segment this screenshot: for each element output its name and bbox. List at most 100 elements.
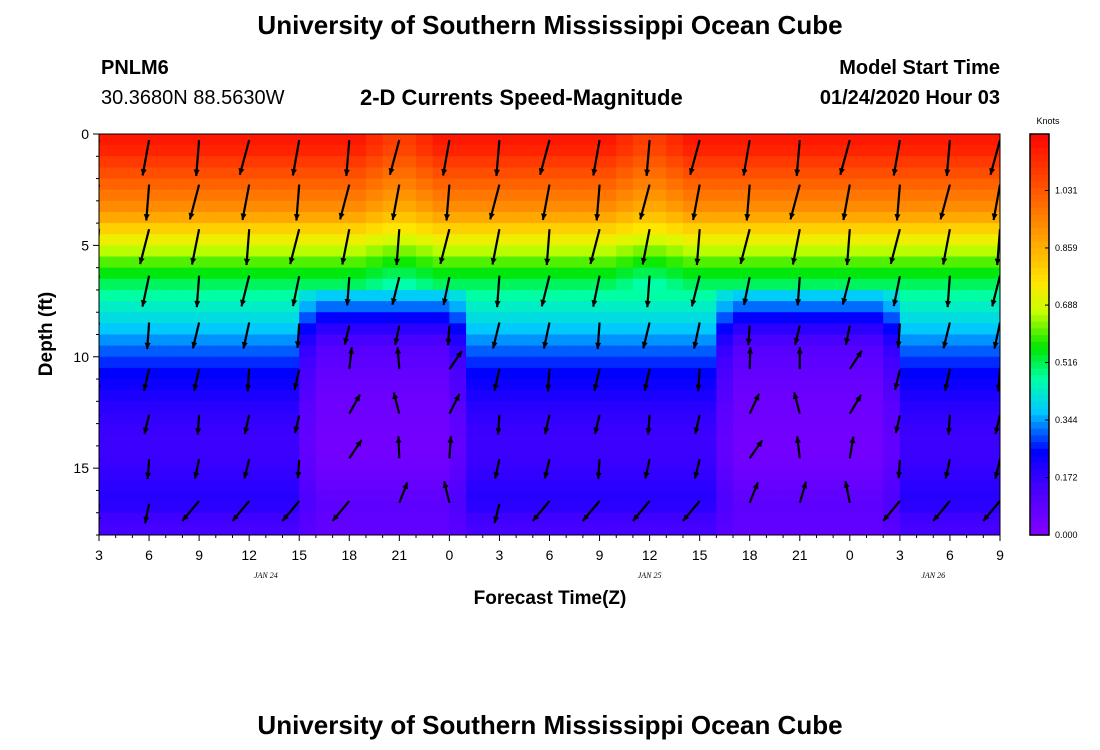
heatmap-cell bbox=[966, 457, 984, 469]
heatmap-cell bbox=[582, 156, 601, 169]
heatmap-cell bbox=[466, 479, 484, 492]
current-vector-arrow bbox=[990, 275, 1000, 307]
heatmap-cell bbox=[582, 501, 601, 514]
current-vector-arrow bbox=[544, 229, 551, 266]
heatmap-cell bbox=[449, 200, 467, 213]
heatmap-cell bbox=[199, 223, 217, 235]
heatmap-cell bbox=[399, 289, 417, 302]
heatmap-cell bbox=[282, 134, 300, 146]
heatmap-cell bbox=[582, 356, 601, 369]
heatmap-cell bbox=[432, 445, 450, 458]
heatmap-cell bbox=[549, 345, 567, 358]
x-tick-label: 9 bbox=[596, 547, 604, 563]
heatmap-cell bbox=[866, 367, 884, 380]
current-vector-arrow bbox=[391, 276, 401, 306]
heatmap-cell bbox=[849, 345, 868, 358]
current-vector-arrow bbox=[395, 347, 402, 370]
heatmap-cell bbox=[666, 245, 684, 258]
heatmap-cell bbox=[149, 223, 167, 235]
heatmap-cell bbox=[332, 145, 350, 157]
current-vector-arrow bbox=[142, 368, 151, 392]
heatmap-cell bbox=[816, 167, 834, 180]
heatmap-cell bbox=[516, 256, 534, 269]
current-vector-arrow bbox=[542, 322, 551, 349]
heatmap-cell bbox=[149, 390, 167, 402]
heatmap-cell bbox=[916, 323, 934, 336]
heatmap-cell bbox=[399, 468, 417, 480]
heatmap-cell bbox=[733, 379, 751, 391]
heatmap-cell bbox=[265, 490, 284, 503]
heatmap-cell bbox=[616, 490, 634, 503]
heatmap-cell bbox=[115, 256, 133, 269]
heatmap-cell bbox=[899, 345, 918, 358]
heatmap-cell bbox=[933, 245, 951, 258]
heatmap-cell bbox=[549, 490, 567, 503]
heatmap-cell bbox=[199, 145, 217, 157]
heatmap-cell bbox=[582, 479, 601, 492]
heatmap-cell bbox=[799, 156, 818, 169]
heatmap-cell bbox=[799, 434, 818, 447]
heatmap-cell bbox=[582, 223, 601, 235]
heatmap-cell bbox=[833, 134, 851, 146]
current-vector-arrow bbox=[143, 184, 151, 221]
current-vector-arrow bbox=[994, 414, 1000, 435]
heatmap-cell bbox=[632, 134, 651, 146]
heatmap-cell bbox=[249, 245, 267, 258]
heatmap-cell bbox=[699, 167, 717, 180]
heatmap-cell bbox=[99, 379, 117, 391]
heatmap-cell bbox=[99, 345, 117, 358]
heatmap-cell bbox=[215, 323, 234, 336]
heatmap-cell bbox=[549, 223, 567, 235]
heatmap-cell bbox=[365, 490, 384, 503]
heatmap-cell bbox=[866, 200, 884, 213]
heatmap-cell bbox=[332, 156, 350, 169]
heatmap-cell bbox=[332, 245, 350, 258]
heatmap-cell bbox=[766, 345, 784, 358]
heatmap-cell bbox=[649, 189, 667, 202]
heatmap-cell bbox=[766, 367, 784, 380]
heatmap-cell bbox=[365, 468, 384, 480]
heatmap-cell bbox=[99, 490, 117, 503]
heatmap-cell bbox=[132, 468, 150, 480]
heatmap-cell bbox=[482, 401, 501, 414]
heatmap-cell bbox=[699, 211, 717, 224]
heatmap-cell bbox=[783, 490, 801, 503]
heatmap-cell bbox=[916, 367, 934, 380]
heatmap-cell bbox=[199, 356, 217, 369]
heatmap-cell bbox=[349, 267, 367, 280]
heatmap-cell bbox=[933, 289, 951, 302]
heatmap-cell bbox=[783, 379, 801, 391]
colorbar-swatch bbox=[1030, 421, 1049, 429]
colorbar-swatch bbox=[1030, 488, 1049, 496]
heatmap-cell bbox=[399, 178, 417, 191]
heatmap-cell bbox=[716, 501, 734, 514]
heatmap-cell bbox=[666, 145, 684, 157]
heatmap-cell bbox=[332, 356, 350, 369]
current-vector-arrow bbox=[193, 458, 201, 479]
heatmap-cell bbox=[182, 189, 200, 202]
heatmap-cell bbox=[449, 501, 467, 514]
heatmap-cell bbox=[149, 367, 167, 380]
heatmap-cell bbox=[866, 134, 884, 146]
current-vector-arrow bbox=[896, 459, 903, 479]
heatmap-cell bbox=[432, 434, 450, 447]
heatmap-cell bbox=[332, 289, 350, 302]
heatmap-cell bbox=[749, 512, 768, 525]
heatmap-cell bbox=[632, 356, 651, 369]
heatmap-cell bbox=[149, 501, 167, 514]
heatmap-cell bbox=[232, 145, 250, 157]
heatmap-cell bbox=[215, 490, 234, 503]
heatmap-cell bbox=[866, 479, 884, 492]
heatmap-cell bbox=[616, 334, 634, 347]
heatmap-cell bbox=[382, 401, 400, 414]
heatmap-cell bbox=[165, 200, 184, 213]
heatmap-cell bbox=[849, 423, 868, 436]
heatmap-cell bbox=[349, 289, 367, 302]
current-vector-arrow bbox=[447, 436, 454, 459]
heatmap-cell bbox=[566, 512, 584, 525]
heatmap-cell bbox=[299, 245, 317, 258]
heatmap-cell bbox=[449, 468, 467, 480]
heatmap-cell bbox=[916, 401, 934, 414]
colorbar-swatch bbox=[1030, 180, 1049, 189]
heatmap-cell bbox=[265, 445, 284, 458]
